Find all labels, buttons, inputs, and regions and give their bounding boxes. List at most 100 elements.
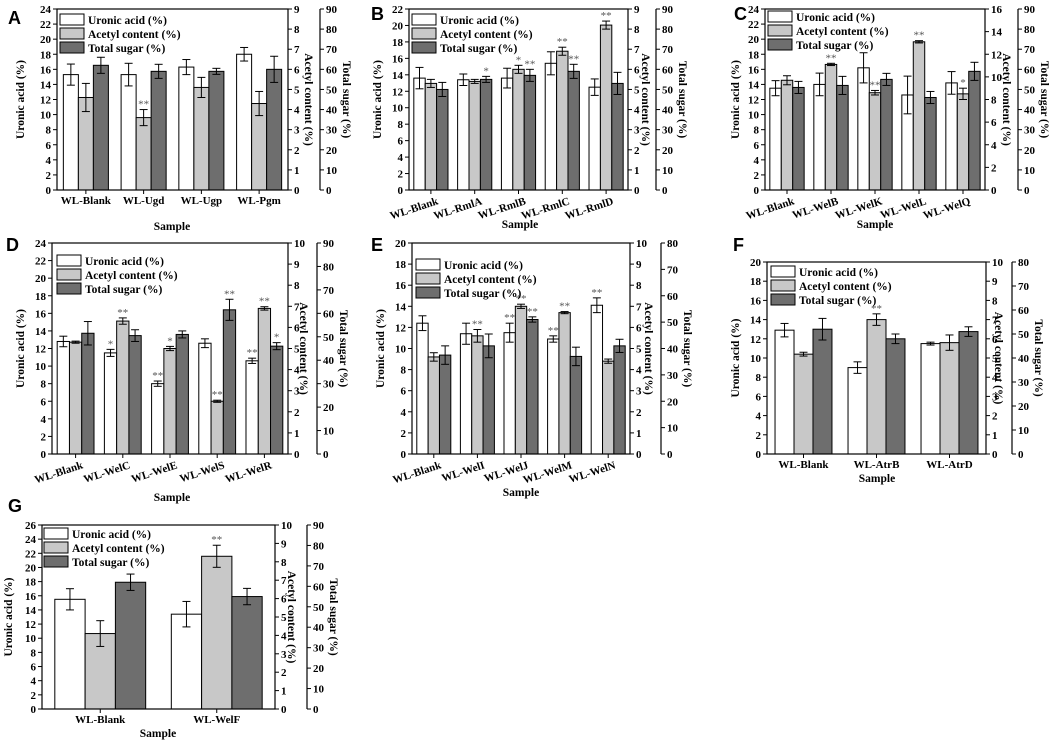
bar <box>567 70 580 191</box>
y2-tick-label: 10 <box>636 238 648 250</box>
bar <box>163 348 177 455</box>
y-tick-label: 2 <box>398 169 404 181</box>
legend-swatch <box>767 38 793 51</box>
significance-mark: ** <box>472 319 483 331</box>
y2-tick-label: 6 <box>634 64 640 76</box>
x-axis-label: Sample <box>154 492 190 504</box>
y-tick-label: 10 <box>35 361 47 373</box>
y2-tick-label: 9 <box>636 259 642 271</box>
y3-tick-label: 10 <box>1018 425 1030 437</box>
y-tick-label: 14 <box>35 326 47 338</box>
y3-tick-label: 10 <box>667 423 679 435</box>
y2-tick-label: 2 <box>992 411 998 423</box>
y2-tick-label: 10 <box>281 520 293 532</box>
y2-tick-label: 7 <box>294 301 300 313</box>
legend-swatch <box>411 41 437 54</box>
y3-tick-label: 70 <box>1024 44 1036 56</box>
y2-tick-label: 1 <box>294 428 300 440</box>
y-tick-label: 24 <box>25 534 37 546</box>
bar <box>769 87 782 191</box>
y-axis-label: Uronic acid (%) <box>3 577 15 656</box>
y2-tick-label: 4 <box>992 372 998 384</box>
y-tick-label: 18 <box>25 577 37 589</box>
y3-tick-label: 30 <box>323 379 335 391</box>
legend-label: Acetyl content (%) <box>799 281 892 293</box>
y2-tick-label: 8 <box>294 24 300 36</box>
bar <box>459 333 473 455</box>
y-tick-label: 2 <box>46 170 52 182</box>
panel-letter: B <box>371 4 384 24</box>
y2-tick-label: 0 <box>636 449 642 461</box>
bar <box>611 82 624 191</box>
y3-tick-label: 50 <box>662 84 674 96</box>
bar <box>436 88 449 191</box>
y2-tick-label: 6 <box>636 322 642 334</box>
bar <box>920 343 941 455</box>
y2-tick-label: 3 <box>294 125 300 137</box>
y3-tick-label: 30 <box>326 125 338 137</box>
y3-tick-label: 90 <box>323 238 335 250</box>
y-tick-label: 6 <box>401 386 407 398</box>
bar <box>54 598 86 710</box>
y-axis-label: Uronic acid (%) <box>375 309 387 388</box>
x-axis-label: Sample <box>502 219 538 231</box>
y2-tick-label: 4 <box>294 365 300 377</box>
y-tick-label: 18 <box>395 259 407 271</box>
y-tick-label: 0 <box>46 185 52 197</box>
y-tick-label: 20 <box>25 562 37 574</box>
plot-frame <box>408 8 629 191</box>
y2-axis-label: Acetyl content (%) <box>992 312 1004 405</box>
y-tick-label: 4 <box>756 411 762 423</box>
y3-tick-label: 70 <box>1018 281 1030 293</box>
legend-label: Uronic acid (%) <box>85 256 164 268</box>
y3-tick-label: 50 <box>326 84 338 96</box>
legend-swatch <box>770 265 796 278</box>
y-tick-label: 18 <box>750 276 762 288</box>
legend-swatch <box>767 24 793 37</box>
y3-tick-label: 90 <box>1024 4 1036 16</box>
bar <box>956 93 970 191</box>
y2-tick-label: 6 <box>294 322 300 334</box>
y2-axis-label: Acetyl content (%) <box>639 53 651 146</box>
x-tick-label: WL-WelS <box>178 459 226 485</box>
legend-swatch <box>56 254 82 267</box>
y-tick-label: 8 <box>31 647 37 659</box>
legend-swatch <box>411 13 437 26</box>
bar <box>427 356 440 455</box>
bar <box>178 66 195 191</box>
y2-tick-label: 4 <box>634 105 640 117</box>
bar <box>210 400 224 455</box>
y-axis-label: Uronic acid (%) <box>730 60 742 139</box>
bar <box>523 74 537 191</box>
y3-tick-label: 40 <box>1018 353 1030 365</box>
significance-mark: ** <box>601 10 612 22</box>
y-tick-label: 4 <box>398 152 404 164</box>
y2-tick-label: 7 <box>281 575 287 587</box>
bar <box>924 96 937 191</box>
legend-swatch <box>415 272 441 285</box>
panel-c: C WL-Blank ** WL-WelB ** WL-WelK ** WL-WelL * WL-… <box>730 4 1050 231</box>
legend-label: Uronic acid (%) <box>799 267 878 279</box>
bar <box>438 354 452 455</box>
bar <box>201 555 233 710</box>
y-tick-label: 16 <box>40 64 52 76</box>
y3-tick-label: 20 <box>667 396 679 408</box>
significance-mark: ** <box>557 36 568 48</box>
panel-d: DWL-Blank***WL-WelC***WL-WelE****WL-WelS… <box>6 235 349 504</box>
y2-axis-label: Acetyl content (%) <box>285 571 297 664</box>
y3-tick-label: 0 <box>1024 185 1030 197</box>
x-tick-label: WL-WelQ <box>922 195 973 222</box>
panel-f: FWL-Blank**WL-AtrB WL-AtrD024681012141618… <box>730 235 1044 485</box>
y3-tick-label: 50 <box>1018 329 1030 341</box>
bar <box>251 103 268 191</box>
y3-tick-label: 60 <box>326 64 338 76</box>
y2-tick-label: 3 <box>636 386 642 398</box>
y3-axis-label: Total sugar (%) <box>327 578 339 655</box>
legend-swatch <box>415 286 441 299</box>
x-tick-label: WL-Blank <box>391 459 443 486</box>
y3-tick-label: 20 <box>313 663 325 675</box>
y-tick-label: 14 <box>40 79 52 91</box>
y3-tick-label: 70 <box>323 285 335 297</box>
bar <box>780 79 794 191</box>
